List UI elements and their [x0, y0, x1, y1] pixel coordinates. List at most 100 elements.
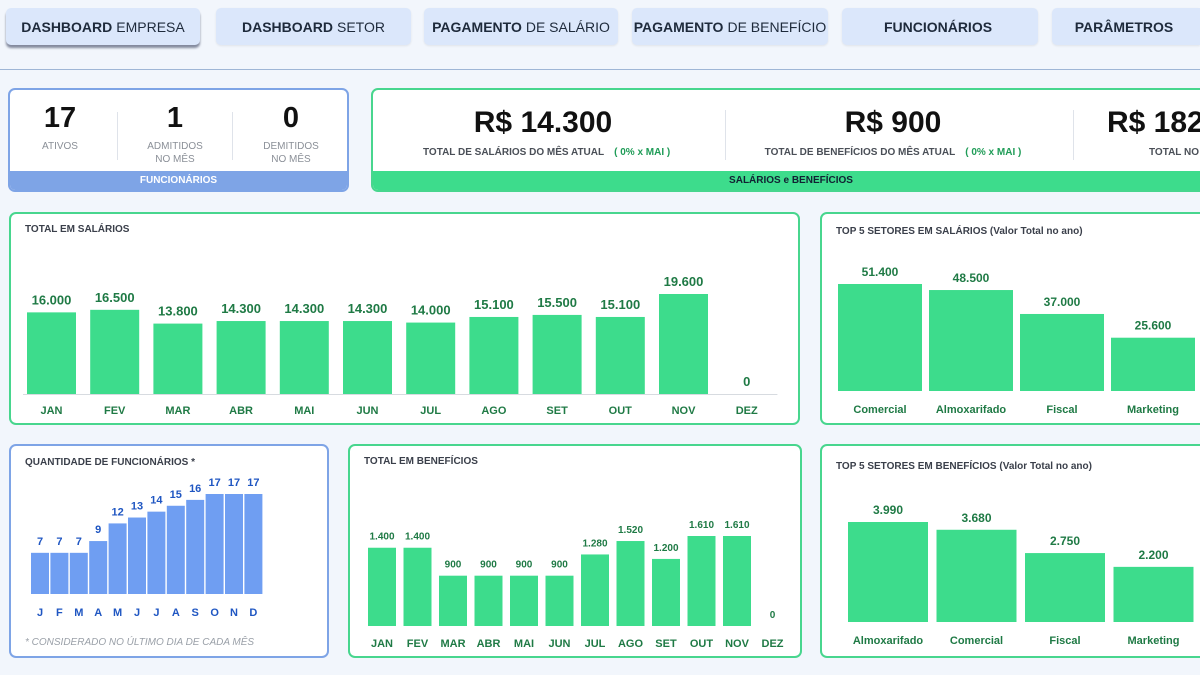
headcount-chart-card: QUANTIDADE DE FUNCIONÁRIOS * 7 J 7 F 7 M 9 A 12 M… [9, 444, 329, 658]
stat-label: TOTAL DE SALÁRIOS DO MÊS ATUAL ( 0% x MAI… [423, 147, 670, 158]
data-label: 14 [150, 495, 163, 507]
category-label: J [134, 607, 140, 619]
bar [50, 552, 69, 594]
data-label: 7 [56, 536, 62, 548]
stat-compare: ( 0% x MAI ) [965, 147, 1022, 158]
data-label: 25.600 [1135, 319, 1172, 333]
employees-footer: FUNCIONÁRIOS [10, 171, 347, 190]
category-label: JUN [548, 638, 570, 650]
bar [652, 558, 680, 626]
data-label: 1.400 [405, 532, 430, 543]
dismissed-stat: 0 DEMITIDOS NO MÊS [241, 104, 341, 166]
category-label: MAI [294, 405, 314, 417]
bar [723, 536, 751, 626]
bar [581, 554, 609, 626]
tab-pagamento-beneficio[interactable]: PAGAMENTO DE BENEFÍCIO [632, 8, 828, 45]
data-label: 2.200 [1138, 548, 1168, 562]
category-label: JAN [40, 405, 62, 417]
stat-value: 1 [166, 102, 184, 134]
bar [153, 323, 203, 394]
top-sectors-salaries-card: TOP 5 SETORES EM SALÁRIOS (Valor Total n… [820, 212, 1200, 425]
category-label: ABR [477, 638, 501, 650]
data-label: 16 [189, 483, 201, 495]
category-label: NOV [725, 638, 750, 650]
stat-label: TOTAL DE BENEFÍCIOS DO MÊS ATUAL ( 0% x M… [763, 147, 1023, 158]
tab-parametros[interactable]: PARÂMETROS [1052, 8, 1200, 45]
bar [929, 290, 1013, 391]
top-navigation: DASHBOARD EMPRESA DASHBOARD SETOR PAGAMENT… [0, 0, 1200, 70]
data-label: 14.300 [221, 301, 261, 316]
bar [27, 312, 76, 394]
category-label: S [192, 607, 199, 619]
top-sectors-salaries-chart: 51.400 Comercial 48.500 Almoxarifado 37.000 F… [838, 265, 1195, 416]
category-label: A [94, 607, 102, 619]
category-label: OUT [690, 638, 714, 650]
stat-compare: ( 0% x MAI ) [614, 147, 671, 158]
data-label: 13 [131, 501, 143, 513]
stat-value: R$ 182 [1107, 106, 1200, 139]
data-label: 17 [228, 477, 240, 489]
bar [469, 316, 519, 394]
data-label: 15.100 [600, 297, 640, 312]
total-salaries-stat: R$ 14.300 TOTAL DE SALÁRIOS DO MÊS ATUAL… [423, 108, 670, 159]
bar [403, 547, 432, 626]
tab-label-bold: PARÂMETROS [1074, 18, 1174, 35]
bar [216, 321, 266, 394]
data-label: 14.300 [284, 301, 324, 316]
data-label: 16.000 [32, 292, 72, 307]
tab-label-bold: PAGAMENTO [633, 18, 724, 35]
data-label: 16.500 [95, 290, 135, 305]
stat-label: TOTAL NO [1107, 147, 1200, 158]
bar [279, 321, 329, 394]
bar [439, 575, 467, 626]
category-label: DEZ [736, 405, 758, 417]
data-label: 12 [111, 506, 123, 518]
data-label: 1.520 [618, 525, 643, 536]
data-label: 7 [76, 536, 82, 548]
category-label: Marketing [1127, 404, 1179, 416]
data-label: 1.280 [582, 538, 607, 549]
bar [595, 316, 645, 394]
category-label: N [230, 607, 238, 619]
category-label: OUT [609, 405, 633, 417]
category-label: NOV [672, 405, 697, 417]
stat-value: R$ 900 [844, 106, 942, 139]
tab-dashboard-setor[interactable]: DASHBOARD SETOR [216, 8, 411, 45]
divider [232, 112, 233, 160]
tab-label-bold: DASHBOARD [21, 18, 113, 35]
stat-label-line1: ATIVOS [42, 141, 78, 152]
category-label: Marketing [1128, 635, 1180, 647]
employees-card: 17 ATIVOS 1 ADMITIDOS NO MÊS 0 DEMITIDOS… [8, 88, 349, 192]
tab-label: EMPRESA [116, 18, 185, 35]
tab-dashboard-empresa[interactable]: DASHBOARD EMPRESA [6, 8, 200, 45]
benefits-chart-card: TOTAL EM BENEFÍCIOS 1.400 JAN 1.400 FEV 900 M… [348, 444, 802, 658]
chart-title: QUANTIDADE DE FUNCIONÁRIOS * [25, 457, 196, 468]
category-label: SET [655, 638, 677, 650]
category-label: F [56, 607, 63, 619]
category-label: JAN [371, 638, 393, 650]
data-label: 15.500 [537, 295, 577, 310]
data-label: 3.990 [873, 503, 903, 517]
stat-label: ADMITIDOS NO MÊS [125, 140, 225, 166]
category-label: JUN [356, 405, 378, 417]
tab-pagamento-salario[interactable]: PAGAMENTO DE SALÁRIO [424, 8, 618, 45]
stat-label-text: TOTAL DE BENEFÍCIOS DO MÊS ATUAL [764, 147, 956, 158]
bar [474, 575, 503, 626]
bar [108, 523, 127, 594]
bar [1111, 337, 1195, 391]
divider [117, 112, 118, 160]
payroll-footer: SALÁRIOS e BENEFÍCIOS [373, 171, 1200, 190]
stat-label-text: TOTAL NO [1149, 147, 1199, 158]
category-label: D [249, 607, 257, 619]
bar [406, 322, 456, 394]
bar [838, 284, 922, 391]
category-label: M [74, 607, 83, 619]
stat-label-text: TOTAL DE SALÁRIOS DO MÊS ATUAL [423, 147, 605, 158]
stat-label-line2: NO MÊS [155, 154, 195, 165]
tab-funcionarios[interactable]: FUNCIONÁRIOS [842, 8, 1038, 45]
category-label: Almoxarifado [936, 404, 1007, 416]
bar [343, 321, 392, 394]
bar [89, 541, 108, 594]
stat-value: 17 [43, 102, 77, 134]
total-year-stat: R$ 182 TOTAL NO [1107, 106, 1200, 159]
